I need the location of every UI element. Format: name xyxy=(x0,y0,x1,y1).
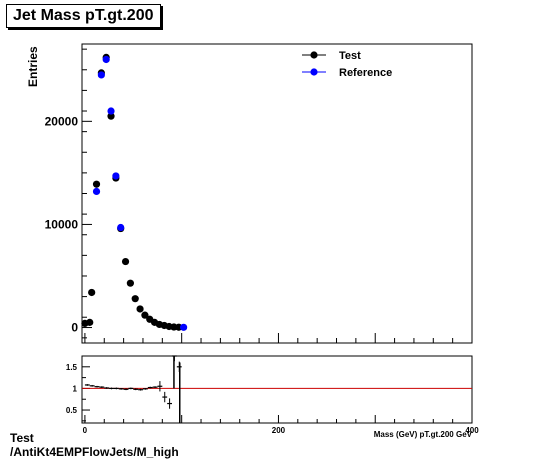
footer-line-1: Test xyxy=(10,431,34,445)
y-tick-label: 10000 xyxy=(45,217,79,231)
test-point xyxy=(92,180,101,188)
ratio-y-tick-label: 0.5 xyxy=(66,406,78,415)
test-point xyxy=(107,112,115,120)
legend: Test Reference xyxy=(302,50,392,79)
y-tick-label: 20000 xyxy=(45,114,79,128)
reference-point xyxy=(102,55,110,64)
ratio-y-tick-label: 1.5 xyxy=(66,363,78,372)
legend-reference-label: Reference xyxy=(339,67,392,79)
test-point xyxy=(88,288,96,297)
test-point xyxy=(126,279,134,287)
test-point xyxy=(141,311,149,319)
reference-point xyxy=(97,71,105,79)
ratio-x-tick-label: 0 xyxy=(83,426,88,435)
reference-point xyxy=(92,187,101,196)
test-point xyxy=(131,295,139,303)
ratio-y-tick-label: 1 xyxy=(73,384,78,393)
y-tick-label: 0 xyxy=(71,321,78,335)
test-point xyxy=(136,305,144,313)
test-point xyxy=(86,318,94,326)
main-axes: 0 10000 20000 xyxy=(45,48,473,343)
ratio-axes: 0.5 1 1.5 0 200 400 xyxy=(66,355,479,435)
reference-point xyxy=(117,223,125,232)
ratio-x-tick-label: 200 xyxy=(272,426,286,435)
ratio-x-tick-label: 400 xyxy=(465,426,479,435)
legend-test-marker xyxy=(310,51,318,59)
x-axis-label: Mass (GeV) pT.gt.200 GeV xyxy=(374,430,473,439)
footer-line-2: /AntiKt4EMPFlowJets/M_high xyxy=(10,445,179,459)
ratio-plot-frame xyxy=(81,355,473,424)
chart-title: Jet Mass pT.gt.200 xyxy=(6,4,161,28)
legend-test-label: Test xyxy=(339,50,361,62)
test-point xyxy=(121,257,130,266)
main-marks xyxy=(81,53,188,331)
y-axis-label: Entries xyxy=(26,46,40,87)
reference-point xyxy=(180,323,188,331)
main-plot-frame xyxy=(81,43,473,344)
reference-point xyxy=(112,172,120,180)
ratio-marks xyxy=(84,355,182,423)
legend-reference-marker xyxy=(310,68,318,76)
reference-point xyxy=(107,107,115,115)
